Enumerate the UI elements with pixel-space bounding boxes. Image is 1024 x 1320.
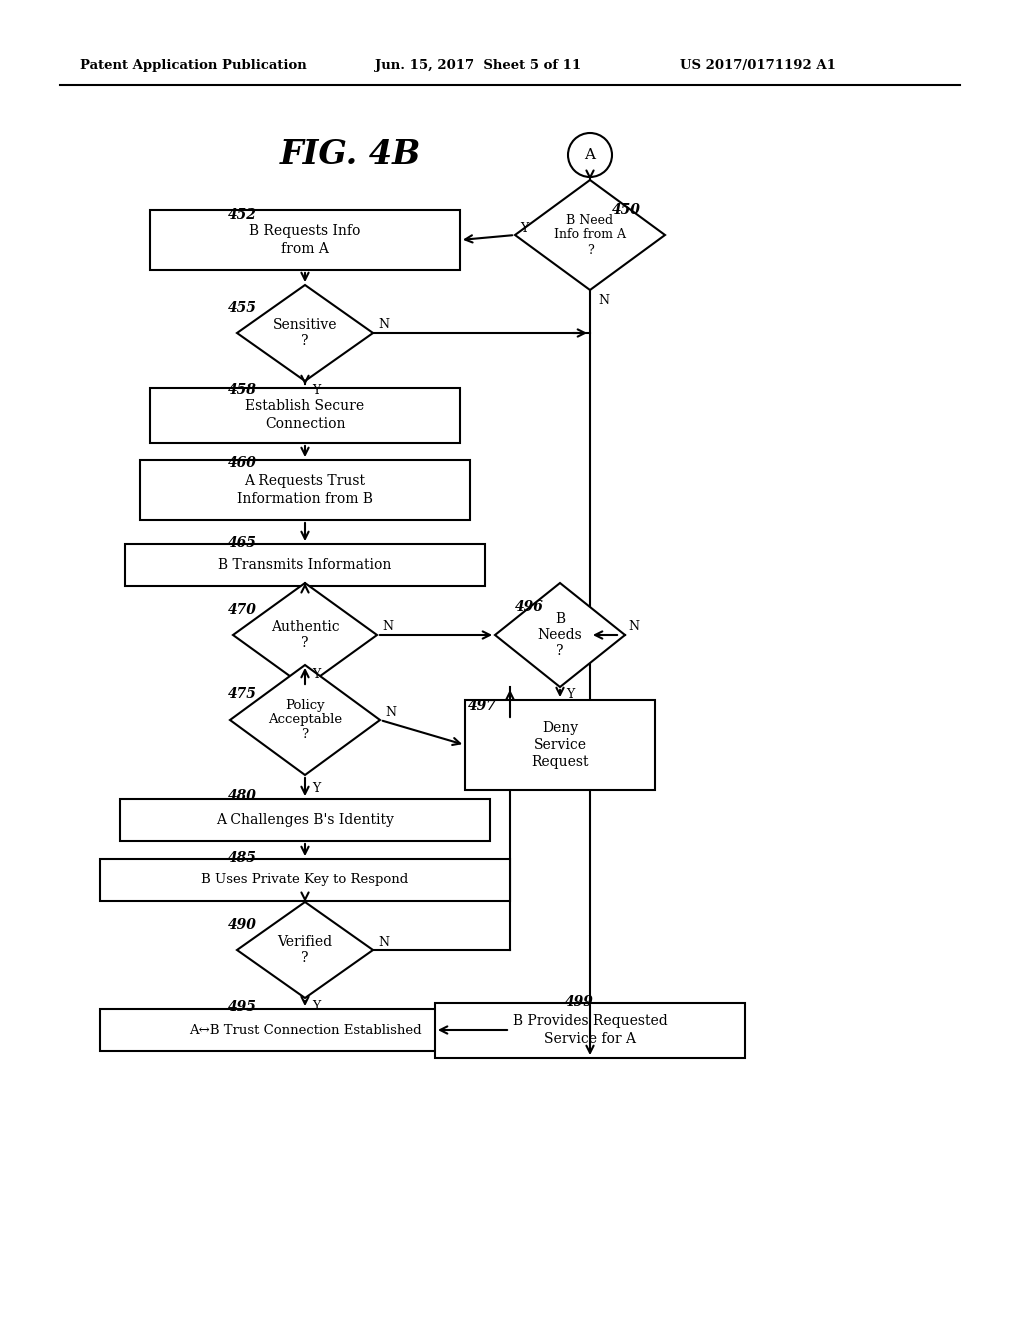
Text: A Requests Trust
Information from B: A Requests Trust Information from B xyxy=(237,474,373,506)
Text: Y: Y xyxy=(312,999,321,1012)
Text: B Requests Info
from A: B Requests Info from A xyxy=(249,224,360,256)
Text: 465: 465 xyxy=(228,536,257,550)
Bar xyxy=(435,1002,745,1057)
Bar xyxy=(100,859,510,902)
Text: Y: Y xyxy=(312,384,321,396)
Text: Verified
?: Verified ? xyxy=(278,935,333,965)
Text: 499: 499 xyxy=(565,995,594,1008)
Text: Establish Secure
Connection: Establish Secure Connection xyxy=(246,400,365,430)
Text: N: N xyxy=(385,705,396,718)
Bar xyxy=(125,544,485,586)
Text: Jun. 15, 2017  Sheet 5 of 11: Jun. 15, 2017 Sheet 5 of 11 xyxy=(375,58,582,71)
Polygon shape xyxy=(515,180,665,290)
Text: 460: 460 xyxy=(228,455,257,470)
Bar xyxy=(140,459,470,520)
Text: US 2017/0171192 A1: US 2017/0171192 A1 xyxy=(680,58,836,71)
Bar xyxy=(150,210,460,271)
Text: N: N xyxy=(598,293,609,306)
Text: Deny
Service
Request: Deny Service Request xyxy=(531,721,589,770)
Text: Sensitive
?: Sensitive ? xyxy=(272,318,337,348)
Text: B Provides Requested
Service for A: B Provides Requested Service for A xyxy=(513,1014,668,1045)
Polygon shape xyxy=(230,665,380,775)
Text: Authentic
?: Authentic ? xyxy=(270,620,339,651)
Text: A↔B Trust Connection Established: A↔B Trust Connection Established xyxy=(188,1023,421,1036)
Text: 485: 485 xyxy=(228,851,257,865)
Circle shape xyxy=(568,133,612,177)
Text: 490: 490 xyxy=(228,917,257,932)
Text: 450: 450 xyxy=(612,203,641,216)
Text: 480: 480 xyxy=(228,789,257,803)
Text: 475: 475 xyxy=(228,686,257,701)
Text: 497: 497 xyxy=(468,700,497,713)
Text: B Transmits Information: B Transmits Information xyxy=(218,558,392,572)
Polygon shape xyxy=(237,902,373,998)
Text: Y: Y xyxy=(520,222,528,235)
Text: N: N xyxy=(628,619,639,632)
Text: Y: Y xyxy=(566,688,574,701)
Text: 470: 470 xyxy=(228,603,257,616)
Text: N: N xyxy=(382,619,393,632)
Text: N: N xyxy=(378,936,389,949)
Text: FIG. 4B: FIG. 4B xyxy=(280,139,421,172)
Text: A Challenges B's Identity: A Challenges B's Identity xyxy=(216,813,394,828)
Text: N: N xyxy=(378,318,389,331)
Text: B
Needs
?: B Needs ? xyxy=(538,611,583,659)
Text: A: A xyxy=(585,148,596,162)
Bar xyxy=(465,700,655,789)
Bar xyxy=(120,799,490,841)
Text: Y: Y xyxy=(312,781,321,795)
Text: Y: Y xyxy=(312,668,321,681)
Text: 495: 495 xyxy=(228,1001,257,1014)
Text: Patent Application Publication: Patent Application Publication xyxy=(80,58,307,71)
Text: B Uses Private Key to Respond: B Uses Private Key to Respond xyxy=(202,874,409,887)
Text: Policy
Acceptable
?: Policy Acceptable ? xyxy=(268,698,342,742)
Text: 455: 455 xyxy=(228,301,257,315)
Bar xyxy=(100,1008,510,1051)
Text: 452: 452 xyxy=(228,209,257,222)
Text: 496: 496 xyxy=(515,601,544,614)
Polygon shape xyxy=(495,583,625,686)
Text: B Need
Info from A
?: B Need Info from A ? xyxy=(554,214,626,256)
Text: 458: 458 xyxy=(228,383,257,397)
Polygon shape xyxy=(233,583,377,686)
Polygon shape xyxy=(237,285,373,381)
Bar xyxy=(150,388,460,442)
